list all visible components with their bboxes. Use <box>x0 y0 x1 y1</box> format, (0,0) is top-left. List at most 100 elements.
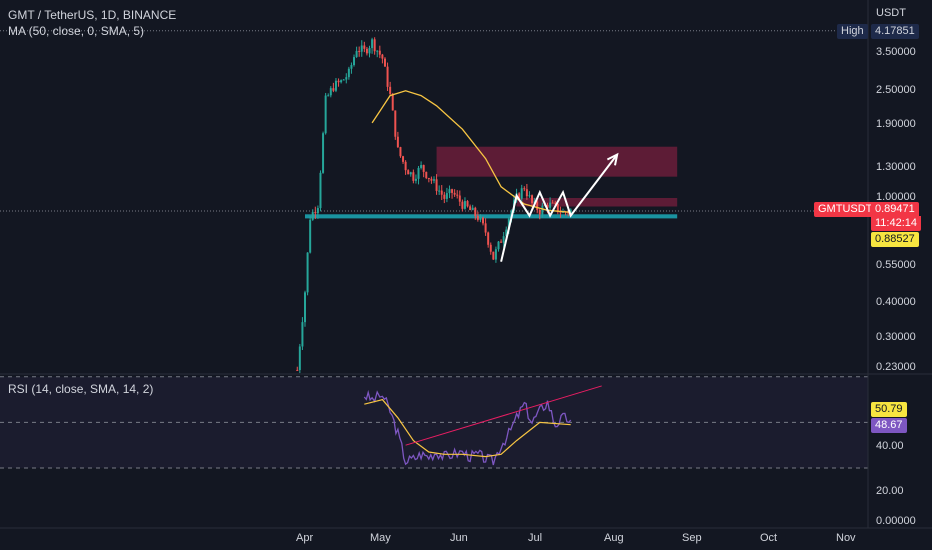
zone-lower-resistance <box>516 198 678 207</box>
candle-body <box>538 209 541 215</box>
symbol-legend[interactable]: GMT / TetherUS, 1D, BINANCE <box>8 8 177 22</box>
candle-body <box>487 232 490 245</box>
rsi-trendline <box>405 385 602 446</box>
rsi-tick: 40.00 <box>876 440 904 452</box>
time-label: Aug <box>604 532 624 544</box>
rsi-tick: 20.00 <box>876 485 904 497</box>
candle-body <box>479 217 482 220</box>
high-value-tag: 4.17851 <box>871 24 919 39</box>
candle-body <box>523 188 526 190</box>
candle-body <box>569 209 572 214</box>
candle-body <box>505 229 508 237</box>
candle-body <box>433 179 435 181</box>
candle-body <box>497 241 500 250</box>
candle-body <box>345 77 348 80</box>
price-tick: 0.23000 <box>876 361 916 373</box>
candle-body <box>334 80 337 91</box>
candle-body <box>306 252 309 293</box>
price-tick: 1.30000 <box>876 161 916 173</box>
candle-body <box>554 202 557 204</box>
candle-body <box>476 215 479 220</box>
candle-body <box>329 88 332 96</box>
price-tick: 2.50000 <box>876 84 916 96</box>
candle-body <box>500 241 503 243</box>
ma-legend[interactable]: MA (50, close, 0, SMA, 5) <box>8 24 145 38</box>
candle-body <box>451 189 454 193</box>
candle-body <box>371 39 374 49</box>
candle-body <box>528 195 531 197</box>
candle-body <box>438 190 441 192</box>
candle-body <box>556 203 559 213</box>
candle-body <box>309 219 312 253</box>
candle-body <box>466 201 469 207</box>
candle-body <box>383 58 386 67</box>
candle-body <box>376 50 379 52</box>
time-label: May <box>370 532 391 544</box>
candle-body <box>391 93 394 111</box>
time-label: Sep <box>682 532 702 544</box>
candle-body <box>484 223 487 233</box>
candle-body <box>407 170 410 175</box>
rsi-legend[interactable]: RSI (14, close, SMA, 14, 2) <box>8 382 154 396</box>
rsi-ma-line <box>364 398 571 458</box>
candle-body <box>461 201 464 209</box>
candle-body <box>440 190 443 195</box>
candle-body <box>355 50 358 58</box>
candle-body <box>314 212 317 214</box>
candle-body <box>546 204 549 208</box>
rsi-line <box>363 389 572 466</box>
time-label: Oct <box>760 532 778 544</box>
candle-body <box>322 133 325 173</box>
candle-body <box>531 195 534 204</box>
candle-body <box>386 66 389 87</box>
time-label: Apr <box>296 532 314 544</box>
rsi-value-tag: 48.67 <box>871 418 907 433</box>
candle-body <box>494 249 497 260</box>
candle-body <box>518 193 521 199</box>
candle-body <box>463 201 466 209</box>
price-tick: 1.00000 <box>876 191 916 203</box>
time-label: Nov <box>836 532 856 544</box>
candle-body <box>347 68 350 78</box>
candle-body <box>316 208 319 214</box>
candle-body <box>420 165 423 168</box>
candle-body <box>471 207 474 211</box>
projection-arrowhead <box>606 152 619 166</box>
candle-body <box>402 156 405 162</box>
price-tick: 0.40000 <box>876 296 916 308</box>
time-label: Jun <box>450 532 468 544</box>
high-label-tag: High <box>837 24 868 39</box>
candle-body <box>342 79 345 81</box>
candle-body <box>319 172 322 209</box>
candle-body <box>474 207 477 216</box>
candle-body <box>425 171 428 179</box>
price-tick: 1.90000 <box>876 118 916 130</box>
candle-body <box>381 54 384 59</box>
candle-body <box>296 369 299 371</box>
projection-path <box>500 153 618 262</box>
candle-body <box>430 178 433 181</box>
candle-body <box>358 50 361 52</box>
zone-support <box>305 214 678 219</box>
candle-body <box>324 95 327 134</box>
countdown-tag: 11:42:14 <box>871 216 922 231</box>
candle-body <box>489 244 492 252</box>
candle-body <box>453 192 456 195</box>
candle-body <box>412 172 415 181</box>
symbol-price-tag: GMTUSDT <box>814 202 877 217</box>
candle-body <box>448 189 451 194</box>
candle-body <box>541 205 544 215</box>
ma-value-tag: 0.88527 <box>871 232 919 247</box>
candle-body <box>435 179 438 191</box>
rsi-tick: 0.00000 <box>876 515 916 527</box>
candle-body <box>301 322 304 347</box>
candle-body <box>492 251 495 260</box>
candle-body <box>469 206 472 211</box>
last-price-tag: 0.89471 <box>871 202 919 217</box>
time-label: Jul <box>528 532 543 544</box>
candle-body <box>536 201 539 210</box>
candle-body <box>422 165 425 172</box>
candle-body <box>562 211 564 213</box>
zone-upper-resistance <box>436 146 678 177</box>
